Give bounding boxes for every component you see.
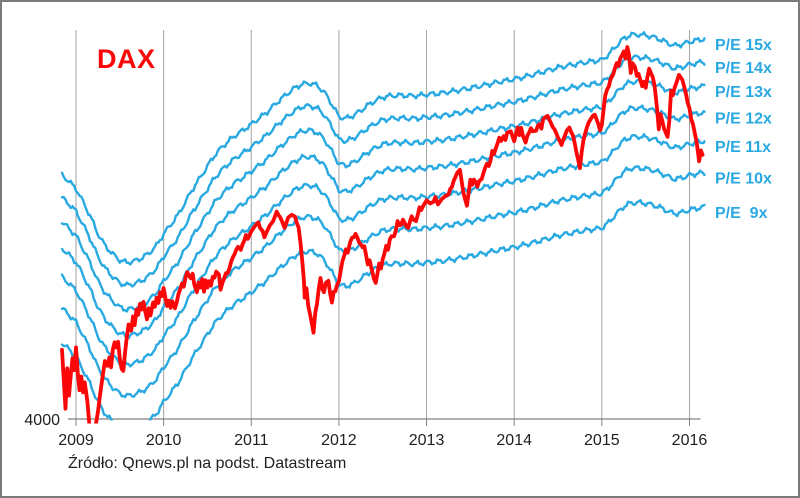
source-note: Źródło: Qnews.pl na podst. Datastream (68, 455, 347, 472)
pe-band-line-14x (60, 54, 706, 288)
x-tick-label: 2013 (409, 432, 445, 449)
band-label-10x: P/E 10x (715, 171, 772, 188)
band-label-14x: P/E 14x (715, 60, 772, 77)
x-tick-label: 2010 (146, 432, 182, 449)
x-tick-label: 2011 (234, 432, 269, 449)
pe-band-line-11x (60, 133, 706, 368)
dax-price-line (60, 45, 705, 424)
chart-title: DAX (97, 44, 156, 74)
x-tick-label: 2012 (321, 432, 357, 449)
band-label-11x: P/E 11x (715, 139, 771, 156)
x-tick-label: 2016 (672, 432, 708, 449)
band-label-12x: P/E 12x (715, 111, 772, 128)
x-tick-label: 2015 (584, 432, 620, 449)
band-label-9x: P/E 9x (715, 205, 768, 222)
pe-band-line-13x (60, 78, 706, 313)
pe-band-line-10x (60, 165, 706, 399)
y-tick-label: 4000 (24, 412, 60, 429)
x-tick-label: 2014 (496, 432, 532, 449)
band-label-15x: P/E 15x (715, 37, 772, 54)
pe-band-line-15x (60, 31, 706, 266)
x-tick-label: 2009 (58, 432, 94, 449)
band-label-13x: P/E 13x (715, 84, 772, 101)
